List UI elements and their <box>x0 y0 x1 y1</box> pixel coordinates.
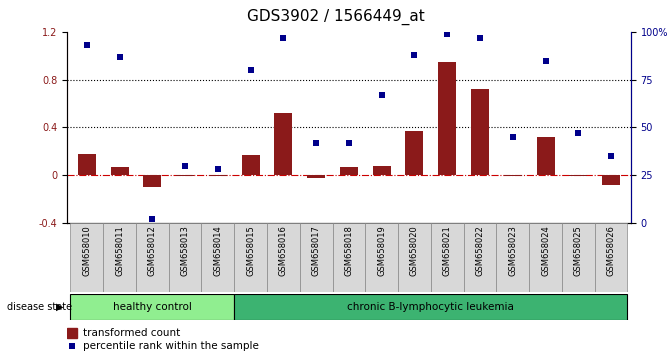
Bar <box>70 295 234 320</box>
Point <box>540 58 551 63</box>
Text: GSM658024: GSM658024 <box>541 225 550 276</box>
Bar <box>562 223 595 292</box>
Point <box>213 167 223 172</box>
Text: GSM658021: GSM658021 <box>443 225 452 276</box>
Point <box>573 130 584 136</box>
Bar <box>372 166 391 175</box>
Point <box>245 67 256 73</box>
Text: GSM658015: GSM658015 <box>246 225 255 276</box>
Bar <box>201 223 234 292</box>
Bar <box>67 329 77 338</box>
Bar <box>136 223 168 292</box>
Bar <box>569 175 587 176</box>
Bar <box>365 223 398 292</box>
Text: GSM658018: GSM658018 <box>344 225 354 276</box>
Point <box>311 140 321 145</box>
Bar <box>300 223 333 292</box>
Point <box>606 153 617 159</box>
Bar <box>471 89 489 175</box>
Text: GSM658013: GSM658013 <box>180 225 190 276</box>
Text: healthy control: healthy control <box>113 302 192 312</box>
Point <box>147 216 158 222</box>
Text: chronic B-lymphocytic leukemia: chronic B-lymphocytic leukemia <box>348 302 514 312</box>
Point <box>344 140 354 145</box>
Bar <box>537 137 554 175</box>
Text: GDS3902 / 1566449_at: GDS3902 / 1566449_at <box>247 9 424 25</box>
Bar <box>168 223 201 292</box>
Point <box>180 163 191 169</box>
Text: GSM658011: GSM658011 <box>115 225 124 276</box>
Text: GSM658016: GSM658016 <box>279 225 288 276</box>
Text: GSM658025: GSM658025 <box>574 225 583 276</box>
Bar <box>340 167 358 175</box>
Bar <box>405 131 423 175</box>
Text: transformed count: transformed count <box>83 328 180 338</box>
Bar <box>234 223 267 292</box>
Text: GSM658022: GSM658022 <box>476 225 484 276</box>
Bar <box>242 155 260 175</box>
Bar <box>144 175 161 187</box>
Text: GSM658017: GSM658017 <box>311 225 321 276</box>
Bar <box>209 175 227 176</box>
Bar <box>595 223 627 292</box>
Point <box>278 35 289 40</box>
Text: GSM658010: GSM658010 <box>83 225 91 276</box>
Text: disease state: disease state <box>7 302 72 312</box>
Bar <box>274 113 293 175</box>
Bar <box>602 175 620 185</box>
Bar <box>431 223 464 292</box>
Text: GSM658012: GSM658012 <box>148 225 157 276</box>
Point <box>81 42 92 48</box>
Bar <box>234 295 627 320</box>
Bar <box>307 175 325 178</box>
Point <box>507 134 518 140</box>
Bar <box>70 223 103 292</box>
Text: ▶: ▶ <box>56 302 63 312</box>
Bar <box>78 154 96 175</box>
Text: GSM658014: GSM658014 <box>213 225 222 276</box>
Bar <box>464 223 497 292</box>
Text: GSM658019: GSM658019 <box>377 225 386 276</box>
Point <box>409 52 420 58</box>
Text: GSM658020: GSM658020 <box>410 225 419 276</box>
Text: GSM658026: GSM658026 <box>607 225 615 276</box>
Bar <box>504 175 522 176</box>
Bar <box>111 167 129 175</box>
Text: GSM658023: GSM658023 <box>508 225 517 276</box>
Bar <box>267 223 300 292</box>
Point <box>67 343 78 349</box>
Point <box>474 35 485 40</box>
Bar <box>176 175 194 176</box>
Bar <box>398 223 431 292</box>
Bar <box>497 223 529 292</box>
Bar <box>103 223 136 292</box>
Text: percentile rank within the sample: percentile rank within the sample <box>83 341 259 352</box>
Bar <box>333 223 365 292</box>
Point <box>376 92 387 98</box>
Point <box>114 54 125 59</box>
Point <box>442 31 453 36</box>
Bar <box>529 223 562 292</box>
Bar <box>438 62 456 175</box>
